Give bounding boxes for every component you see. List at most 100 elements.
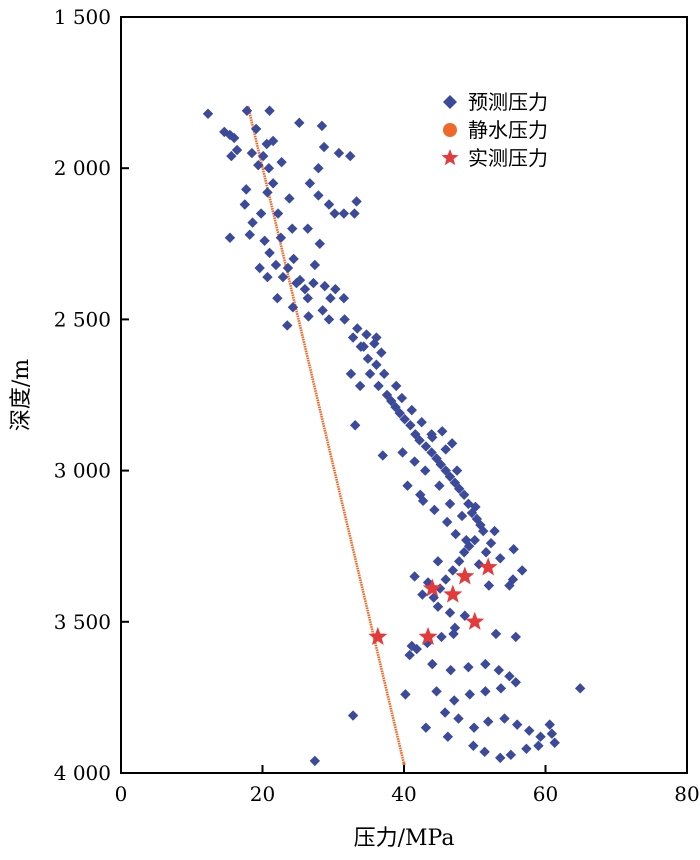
predicted-point [480,686,491,697]
predicted-point [323,314,335,325]
predicted-point [499,713,510,724]
predicted-point [259,235,270,246]
predicted-point [351,196,362,207]
predicted-point [226,150,237,162]
predicted-point [264,105,275,116]
predicted-point [253,159,264,171]
tick-labels: 0 20 40 60 80 1 500 2 000 2 500 3 000 3 500 4 000 [54,5,700,806]
predicted-point [440,574,451,585]
predicted-point [409,571,420,582]
predicted-point [448,628,459,640]
predicted-point [440,444,451,455]
predicted-point [267,135,279,147]
predicted-point [546,728,558,739]
predicted-point [287,302,299,313]
predicted-point [254,262,265,274]
predicted-point [267,178,279,189]
predicted-point [485,537,497,549]
predicted-point [302,293,313,304]
predicted-point [510,631,521,643]
circle-icon [443,123,457,137]
measured-point [418,626,438,646]
predicted-point [464,689,475,700]
predicted-point [504,580,515,591]
predicted-point [480,547,492,558]
predicted-point [480,658,491,670]
predicted-point [371,359,382,370]
y-tick-label: 2 500 [54,307,111,331]
plot-area [202,105,586,767]
predicted-point [345,150,356,162]
predicted-point [468,722,480,733]
legend-item-measured: 实测压力 [441,146,548,170]
predicted-point [246,147,258,159]
predicted-point [420,441,432,452]
predicted-point [458,547,470,558]
predicted-point [391,380,402,392]
predicted-point [483,580,495,591]
predicted-point [396,392,408,404]
predicted-point [275,232,287,243]
measured-point [455,566,475,585]
predicted-point [431,686,442,697]
predicted-point [247,217,258,228]
predicted-point [318,141,330,153]
measured-point [478,557,498,576]
predicted-point [512,719,523,730]
predicted-point [262,187,273,198]
measured-point [422,578,442,597]
predicted-point [405,420,416,431]
predicted-point [294,274,306,286]
predicted-point [417,495,429,507]
predicted-point [231,144,243,156]
predicted-point [316,120,328,132]
predicted-point [549,737,560,748]
predicted-point [495,683,507,694]
hydrostatic-line [247,107,406,765]
x-tick-label: 20 [250,782,275,806]
predicted-point [378,368,390,380]
predicted-point [264,247,275,259]
predicted-point [478,525,489,537]
predicted-point [437,426,448,437]
y-axis-title: 深度/m [9,359,34,431]
predicted-point [406,404,417,416]
predicted-point [533,740,544,751]
legend-label-hydrostatic: 静水压力 [468,118,548,142]
predicted-point [224,232,236,243]
y-tick-label: 1 500 [54,5,111,29]
predicted-point [441,516,453,528]
predicted-point [352,323,363,334]
predicted-point [299,283,311,295]
predicted-point [202,108,214,119]
predicted-point [574,683,586,694]
predicted-point [309,755,321,767]
predicted-point [504,671,515,682]
predicted-point [345,368,357,380]
predicted-point [397,447,408,458]
measured-point [443,584,463,603]
x-tick-label: 80 [674,782,699,806]
legend-item-hydrostatic: 静水压力 [443,118,548,142]
predicted-point [521,743,532,755]
predicted-point [434,480,445,491]
predicted-point [427,658,438,670]
predicted-point [339,314,350,325]
predicted-point [319,280,330,292]
predicted-point [470,501,481,513]
predicted-point [394,407,405,419]
predicted-point [261,138,272,150]
predicted-point [270,259,282,271]
predicted-point [516,565,528,576]
predicted-point [347,710,359,721]
predicted-point [489,525,500,537]
predicted-point [258,150,269,162]
predicted-point [362,353,374,364]
predicted-point [294,117,305,129]
predicted-point [304,178,316,189]
hydrostatic-point [402,762,406,766]
predicted-point [453,483,465,494]
predicted-point [262,271,273,283]
predicted-point [364,368,376,380]
predicted-point [347,332,359,343]
